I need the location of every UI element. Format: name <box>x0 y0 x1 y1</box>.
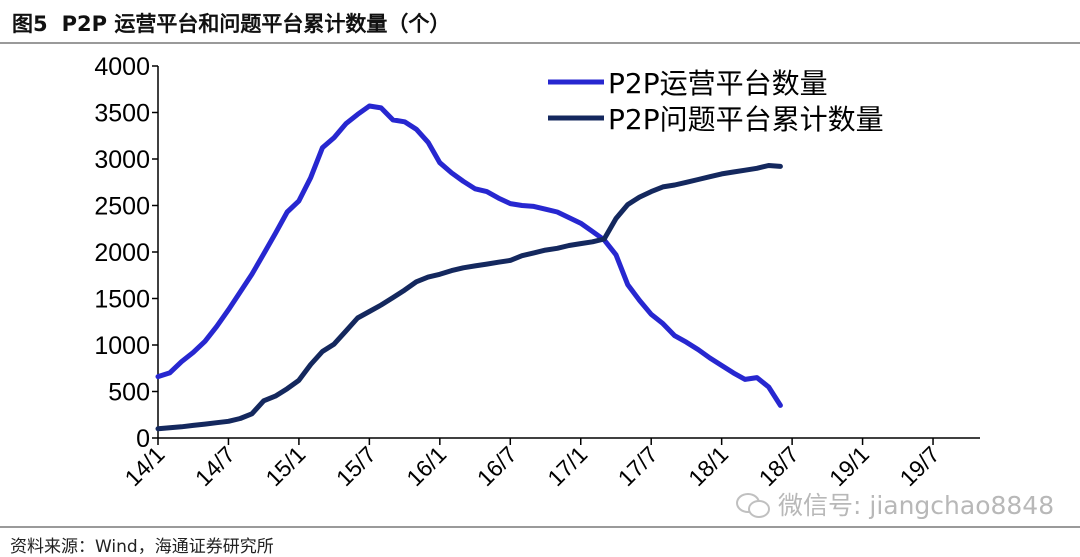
series-layer <box>155 103 783 432</box>
series-line-problem <box>155 163 783 432</box>
y-tick-label: 3000 <box>94 146 150 174</box>
x-axis: 14/1 14/7 15/1 15/7 16/1 16/7 17/1 17/7 18/1 18/7… <box>119 437 980 491</box>
figure-title: P2P 运营平台和问题平台累计数量（个） <box>61 12 451 36</box>
chart-title: 图5 P2P 运营平台和问题平台累计数量（个） <box>12 8 450 38</box>
x-tick-label: 17/1 <box>542 441 592 491</box>
x-tick-label: 16/1 <box>401 441 451 491</box>
x-tick-label: 19/7 <box>895 441 945 491</box>
y-tick-label: 1500 <box>94 286 150 314</box>
x-tick-label: 19/1 <box>824 441 874 491</box>
x-tick-label: 14/7 <box>190 441 240 491</box>
y-tick-label: 500 <box>108 379 150 407</box>
y-tick-label: 1000 <box>94 332 150 360</box>
y-tick-label: 2500 <box>94 193 150 221</box>
source-bar: 资料来源：Wind，海通证券研究所 <box>0 526 1080 557</box>
wechat-icon <box>736 491 770 518</box>
x-tick-label: 18/1 <box>683 441 733 491</box>
watermark-text: 微信号: jiangchao8848 <box>778 491 1055 520</box>
x-tick-label: 14/1 <box>119 441 169 491</box>
y-tick-label: 4000 <box>94 53 150 81</box>
legend-label-problem: P2P问题平台累计数量 <box>608 103 884 136</box>
x-tick-label: 17/7 <box>613 441 663 491</box>
chart-title-bar: 图5 P2P 运营平台和问题平台累计数量（个） <box>0 0 1080 44</box>
x-tick-label: 15/7 <box>331 441 381 491</box>
x-tick-label: 15/1 <box>260 441 310 491</box>
legend-label-operating: P2P运营平台数量 <box>608 67 828 100</box>
source-note: 资料来源：Wind，海通证券研究所 <box>10 537 274 557</box>
y-tick-label: 2000 <box>94 239 150 267</box>
y-tick-label: 0 <box>136 425 150 453</box>
figure-label: 图5 <box>12 12 48 36</box>
watermark: 微信号: jiangchao8848 <box>736 486 1054 522</box>
series-line-operating <box>155 103 783 408</box>
y-axis: 0 500 1000 1500 2000 2500 3000 3500 4000 <box>94 53 159 453</box>
y-tick-label: 3500 <box>94 100 150 128</box>
x-tick-label: 18/7 <box>754 441 804 491</box>
x-tick-label: 16/7 <box>472 441 522 491</box>
